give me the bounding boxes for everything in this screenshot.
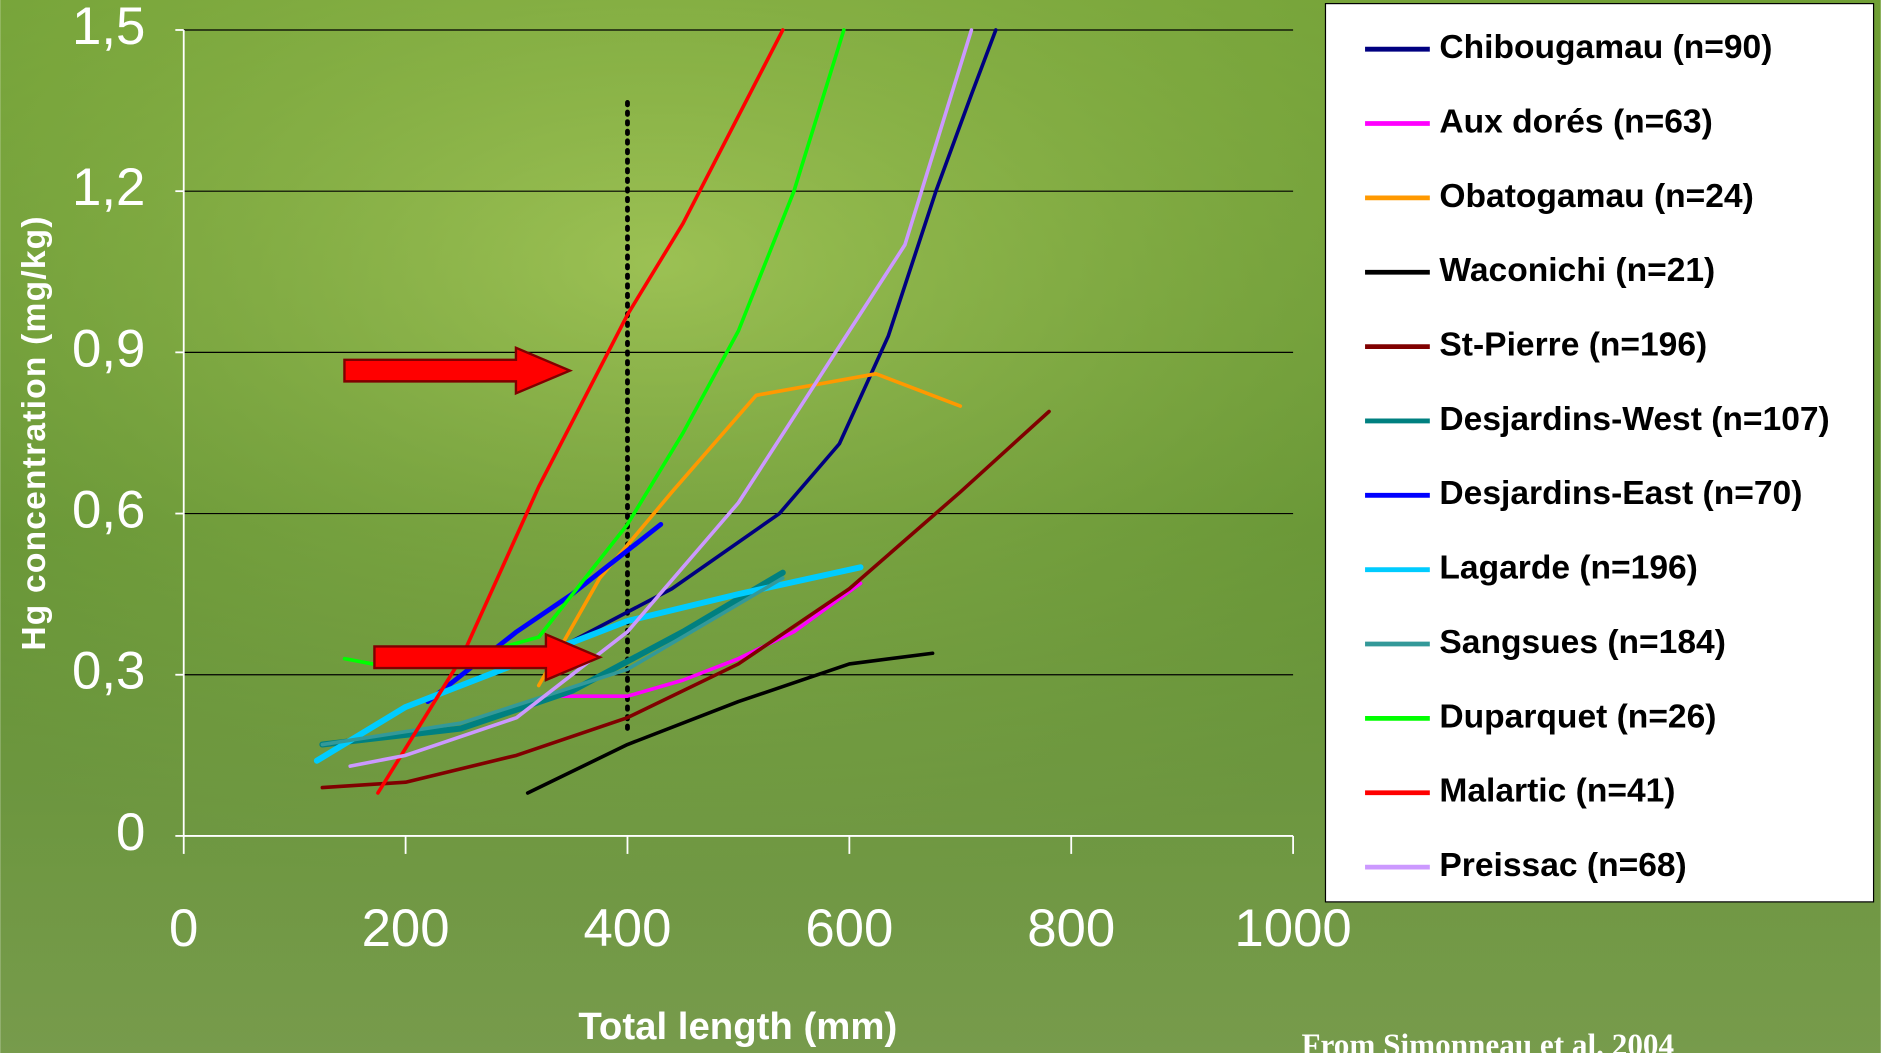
y-tick-label: 0,9 xyxy=(72,319,145,378)
x-tick-label: 400 xyxy=(583,899,671,958)
legend-label: Chibougamau (n=90) xyxy=(1439,29,1772,66)
x-tick-label: 600 xyxy=(805,899,893,958)
legend-label: Desjardins-East (n=70) xyxy=(1439,475,1802,512)
legend-label: Aux dorés (n=63) xyxy=(1439,103,1712,140)
y-tick-label: 1,2 xyxy=(72,158,145,217)
legend-label: Desjardins-West (n=107) xyxy=(1439,401,1829,438)
y-tick-label: 0 xyxy=(116,803,145,862)
legend-label: Obatogamau (n=24) xyxy=(1439,178,1753,215)
legend-label: Preissac (n=68) xyxy=(1439,847,1686,884)
x-tick-label: 800 xyxy=(1027,899,1115,958)
y-tick-label: 0,6 xyxy=(72,480,145,539)
source-note: From Simonneau et al. 2004 xyxy=(1301,1027,1674,1053)
legend-label: St-Pierre (n=196) xyxy=(1439,326,1707,363)
legend-label: Waconichi (n=21) xyxy=(1439,252,1715,289)
chart: Hg concentration (mg/kg) Total length (m… xyxy=(0,0,1881,1053)
page: Hg concentration (mg/kg) Total length (m… xyxy=(0,0,1881,1053)
y-axis-title: Hg concentration (mg/kg) xyxy=(16,215,53,650)
x-tick-label: 200 xyxy=(362,899,450,958)
y-tick-label: 0,3 xyxy=(72,642,145,701)
x-tick-label: 0 xyxy=(169,899,198,958)
legend-label: Malartic (n=41) xyxy=(1439,773,1675,810)
y-tick-label: 1,5 xyxy=(72,0,145,56)
x-axis-title: Total length (mm) xyxy=(578,1005,897,1048)
x-tick-label: 1000 xyxy=(1234,899,1351,958)
legend-label: Sangsues (n=184) xyxy=(1439,624,1725,661)
legend-label: Lagarde (n=196) xyxy=(1439,550,1697,587)
legend-label: Duparquet (n=26) xyxy=(1439,698,1716,735)
